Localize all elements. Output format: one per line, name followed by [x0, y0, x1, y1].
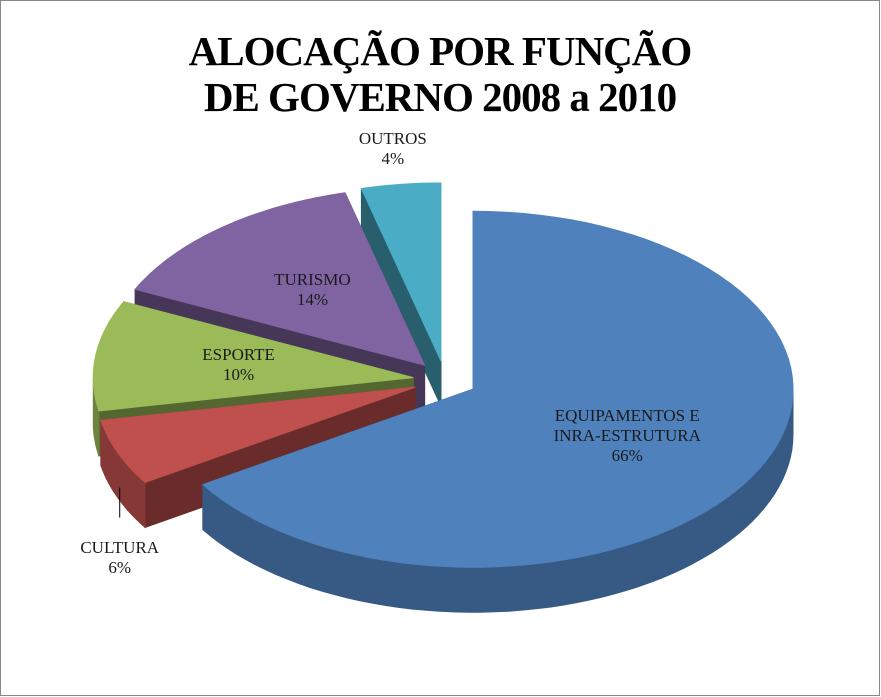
value-label: 14%: [296, 289, 328, 309]
data-label: ESPORTE 10%: [159, 345, 319, 385]
data-label: TURISMO 14%: [232, 270, 392, 310]
data-label: CULTURA 6%: [40, 538, 200, 578]
value-label: 4%: [381, 149, 405, 169]
category-label: EQUIPAMENTOS E INRA-ESTRUTURA: [553, 406, 701, 446]
slice: [360, 182, 442, 362]
data-label: EQUIPAMENTOS E INRA-ESTRUTURA 66%: [547, 406, 707, 466]
chart-title-box: ALOCAÇÃO POR FUNÇÃO DE GOVERNO 2008 a 20…: [188, 28, 693, 120]
slice: [92, 301, 414, 412]
slice: [134, 192, 426, 366]
slice: [201, 210, 794, 568]
category-label: OUTROS: [358, 129, 427, 149]
category-label: ESPORTE: [202, 345, 275, 365]
category-label: TURISMO: [274, 269, 351, 289]
value-label: 6%: [108, 557, 132, 577]
value-label: 10%: [223, 365, 255, 385]
value-label: 66%: [611, 446, 643, 466]
slice: [100, 386, 416, 483]
chart-title: ALOCAÇÃO POR FUNÇÃO DE GOVERNO 2008 a 20…: [188, 28, 693, 120]
category-label: CULTURA: [80, 537, 160, 557]
data-label: OUTROS 4%: [313, 129, 473, 169]
